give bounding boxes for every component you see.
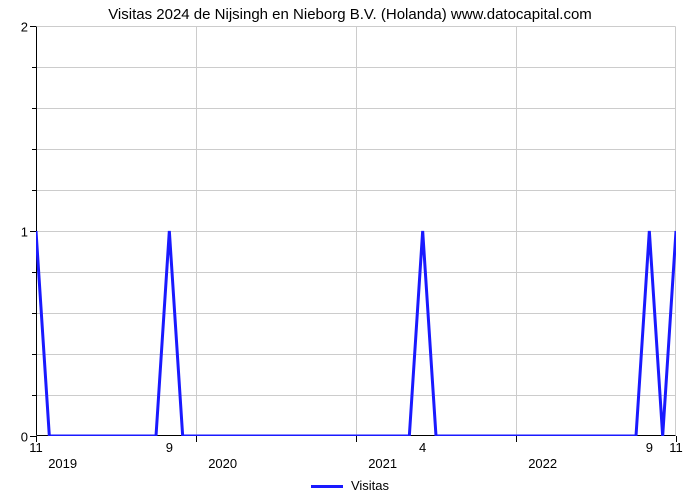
x-axis-tick [356,436,357,442]
x-axis-year-label: 2020 [208,436,237,471]
x-axis-month-label: 11 [669,436,683,455]
y-axis-minor-tick [32,313,36,314]
x-axis-month-label: 9 [166,436,173,455]
x-axis-tick [516,436,517,442]
plot-area: 01211949112019202020212022 [36,26,676,436]
legend-label: Visitas [351,478,389,493]
y-axis-minor-tick [32,67,36,68]
x-axis-tick [196,436,197,442]
y-axis-tick [30,26,36,27]
y-axis-minor-tick [32,190,36,191]
chart-svg [36,26,676,436]
x-axis-month-label: 9 [646,436,653,455]
y-axis-minor-tick [32,354,36,355]
y-axis-minor-tick [32,272,36,273]
chart-container: Visitas 2024 de Nijsingh en Nieborg B.V.… [0,0,700,500]
y-axis-minor-tick [32,149,36,150]
legend: Visitas [0,478,700,493]
legend-swatch [311,485,343,488]
x-axis-year-label: 2019 [48,436,77,471]
y-axis-minor-tick [32,395,36,396]
x-axis-month-label: 4 [419,436,426,455]
chart-title: Visitas 2024 de Nijsingh en Nieborg B.V.… [0,6,700,23]
x-axis-year-label: 2021 [368,436,397,471]
y-axis-tick [30,231,36,232]
y-axis-minor-tick [32,108,36,109]
x-axis-year-label: 2022 [528,436,557,471]
x-axis-month-label: 11 [29,436,43,455]
